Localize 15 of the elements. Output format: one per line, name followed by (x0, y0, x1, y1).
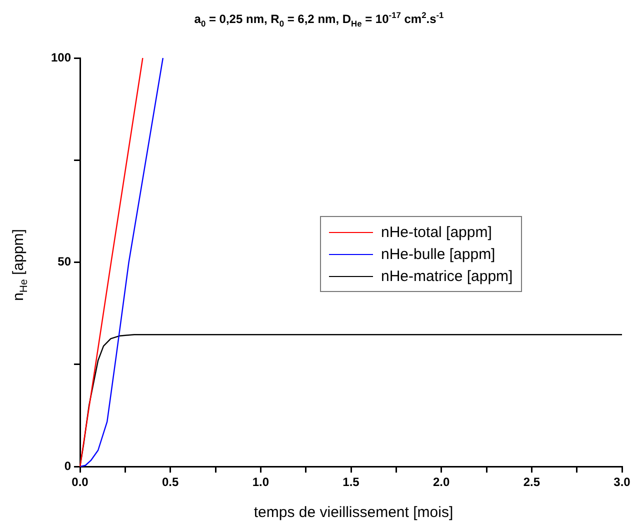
x-tick-label: 0.5 (162, 475, 180, 490)
y-tick-label: 100 (50, 50, 72, 64)
legend-label: nHe-matrice [appm] (381, 268, 513, 284)
x-tick-label: 3.0 (614, 475, 631, 490)
legend-label: nHe-total [appm] (381, 224, 492, 240)
x-tick-label: 2.0 (432, 475, 450, 490)
x-tick-label: 1.5 (342, 475, 360, 490)
chart-title: a$_{0}$ = 0,25 nm, R$_{0}$ = 6,2 nm, D$_{He}$ = 10$^{-17}$ cm$^{2}$.s$^{-1}$ (194, 10, 444, 28)
legend-label: nHe-bulle [appm] (381, 246, 496, 262)
y-tick-label: 50 (58, 254, 72, 269)
x-tick-label: 2.5 (523, 475, 540, 490)
x-tick-label: 1.0 (252, 475, 270, 490)
x-tick-label: 0.0 (72, 475, 89, 490)
x-axis-title: temps de vieillissement [mois] (252, 504, 454, 521)
y-tick-label: 0 (64, 458, 72, 473)
